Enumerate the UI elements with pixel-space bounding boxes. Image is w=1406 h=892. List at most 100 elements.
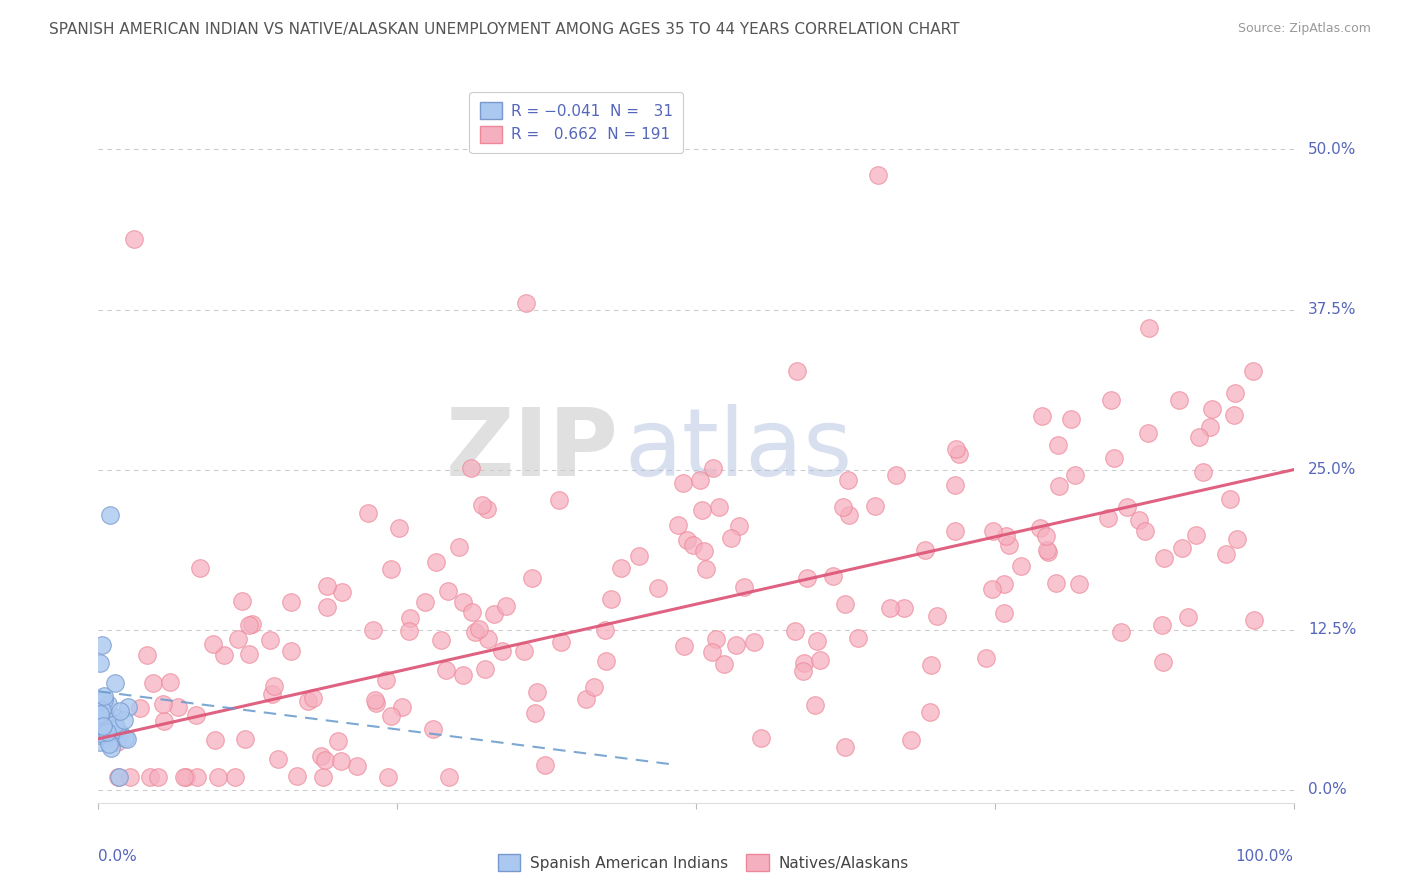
Point bbox=[139, 770, 162, 784]
Point bbox=[981, 582, 1004, 596]
Text: 0.0%: 0.0% bbox=[98, 848, 138, 863]
Point bbox=[477, 502, 499, 516]
Point bbox=[1035, 529, 1057, 543]
Point bbox=[832, 500, 855, 514]
Point bbox=[97, 697, 120, 711]
Point bbox=[838, 508, 860, 523]
Point bbox=[91, 719, 114, 733]
Point bbox=[117, 700, 139, 714]
Point bbox=[1152, 656, 1174, 670]
Point bbox=[104, 716, 127, 731]
Point bbox=[948, 447, 970, 461]
Point bbox=[451, 595, 474, 609]
Point bbox=[107, 770, 129, 784]
Point bbox=[600, 591, 623, 606]
Point bbox=[114, 731, 136, 746]
Text: Source: ZipAtlas.com: Source: ZipAtlas.com bbox=[1237, 22, 1371, 36]
Point bbox=[1010, 559, 1032, 574]
Point bbox=[97, 737, 120, 751]
Point bbox=[689, 473, 711, 487]
Point bbox=[524, 706, 547, 720]
Point bbox=[388, 521, 411, 535]
Point bbox=[893, 601, 915, 615]
Point bbox=[380, 562, 402, 576]
Text: 37.5%: 37.5% bbox=[1308, 302, 1357, 317]
Point bbox=[834, 597, 856, 611]
Text: SPANISH AMERICAN INDIAN VS NATIVE/ALASKAN UNEMPLOYMENT AMONG AGES 35 TO 44 YEARS: SPANISH AMERICAN INDIAN VS NATIVE/ALASKA… bbox=[49, 22, 960, 37]
Point bbox=[1128, 513, 1150, 527]
Point bbox=[112, 713, 135, 727]
Point bbox=[595, 654, 617, 668]
Point bbox=[399, 611, 422, 625]
Point bbox=[89, 707, 111, 722]
Point bbox=[280, 644, 302, 658]
Point bbox=[89, 724, 111, 739]
Point bbox=[174, 770, 197, 784]
Point bbox=[93, 690, 115, 704]
Text: 100.0%: 100.0% bbox=[1236, 848, 1294, 863]
Point bbox=[792, 664, 814, 678]
Point bbox=[927, 608, 949, 623]
Point bbox=[329, 754, 352, 768]
Point bbox=[1036, 545, 1059, 559]
Point bbox=[413, 595, 436, 609]
Point bbox=[315, 600, 337, 615]
Point bbox=[1133, 524, 1156, 538]
Point bbox=[713, 657, 735, 671]
Point bbox=[1046, 437, 1069, 451]
Point bbox=[628, 549, 651, 563]
Point bbox=[204, 732, 226, 747]
Point bbox=[920, 657, 942, 672]
Point bbox=[918, 705, 941, 719]
Point bbox=[425, 555, 447, 569]
Point bbox=[495, 599, 517, 613]
Point bbox=[186, 708, 208, 723]
Point bbox=[550, 635, 572, 649]
Point bbox=[108, 725, 131, 739]
Point bbox=[720, 532, 742, 546]
Point bbox=[1188, 430, 1211, 444]
Point bbox=[994, 529, 1017, 543]
Point bbox=[742, 635, 765, 649]
Point bbox=[89, 726, 111, 740]
Point bbox=[105, 735, 128, 749]
Point bbox=[1215, 547, 1237, 561]
Point bbox=[821, 569, 844, 583]
Point bbox=[1031, 409, 1053, 424]
Point bbox=[434, 663, 457, 677]
Point bbox=[188, 561, 211, 575]
Point bbox=[1045, 575, 1067, 590]
Point bbox=[201, 637, 224, 651]
Point bbox=[692, 502, 714, 516]
Point bbox=[1171, 541, 1194, 555]
Point bbox=[700, 645, 723, 659]
Point bbox=[212, 648, 235, 663]
Point bbox=[1168, 393, 1191, 408]
Point bbox=[96, 731, 118, 745]
Point bbox=[89, 728, 111, 742]
Point bbox=[1153, 551, 1175, 566]
Point bbox=[1243, 613, 1265, 627]
Point bbox=[575, 691, 598, 706]
Point bbox=[533, 758, 555, 772]
Point bbox=[868, 168, 890, 182]
Point bbox=[240, 617, 263, 632]
Point bbox=[159, 675, 181, 690]
Point bbox=[945, 524, 967, 539]
Point bbox=[1036, 542, 1059, 557]
Point bbox=[673, 639, 696, 653]
Point bbox=[315, 579, 337, 593]
Point bbox=[1152, 618, 1174, 632]
Point bbox=[884, 467, 907, 482]
Point bbox=[91, 703, 114, 717]
Point bbox=[128, 700, 150, 714]
Point bbox=[1064, 468, 1087, 483]
Point bbox=[105, 722, 128, 736]
Point bbox=[98, 508, 121, 522]
Point bbox=[146, 770, 169, 784]
Point bbox=[207, 770, 229, 784]
Legend: Spanish American Indians, Natives/Alaskans: Spanish American Indians, Natives/Alaska… bbox=[492, 848, 914, 877]
Point bbox=[231, 594, 253, 608]
Point bbox=[122, 232, 145, 246]
Point bbox=[796, 571, 818, 585]
